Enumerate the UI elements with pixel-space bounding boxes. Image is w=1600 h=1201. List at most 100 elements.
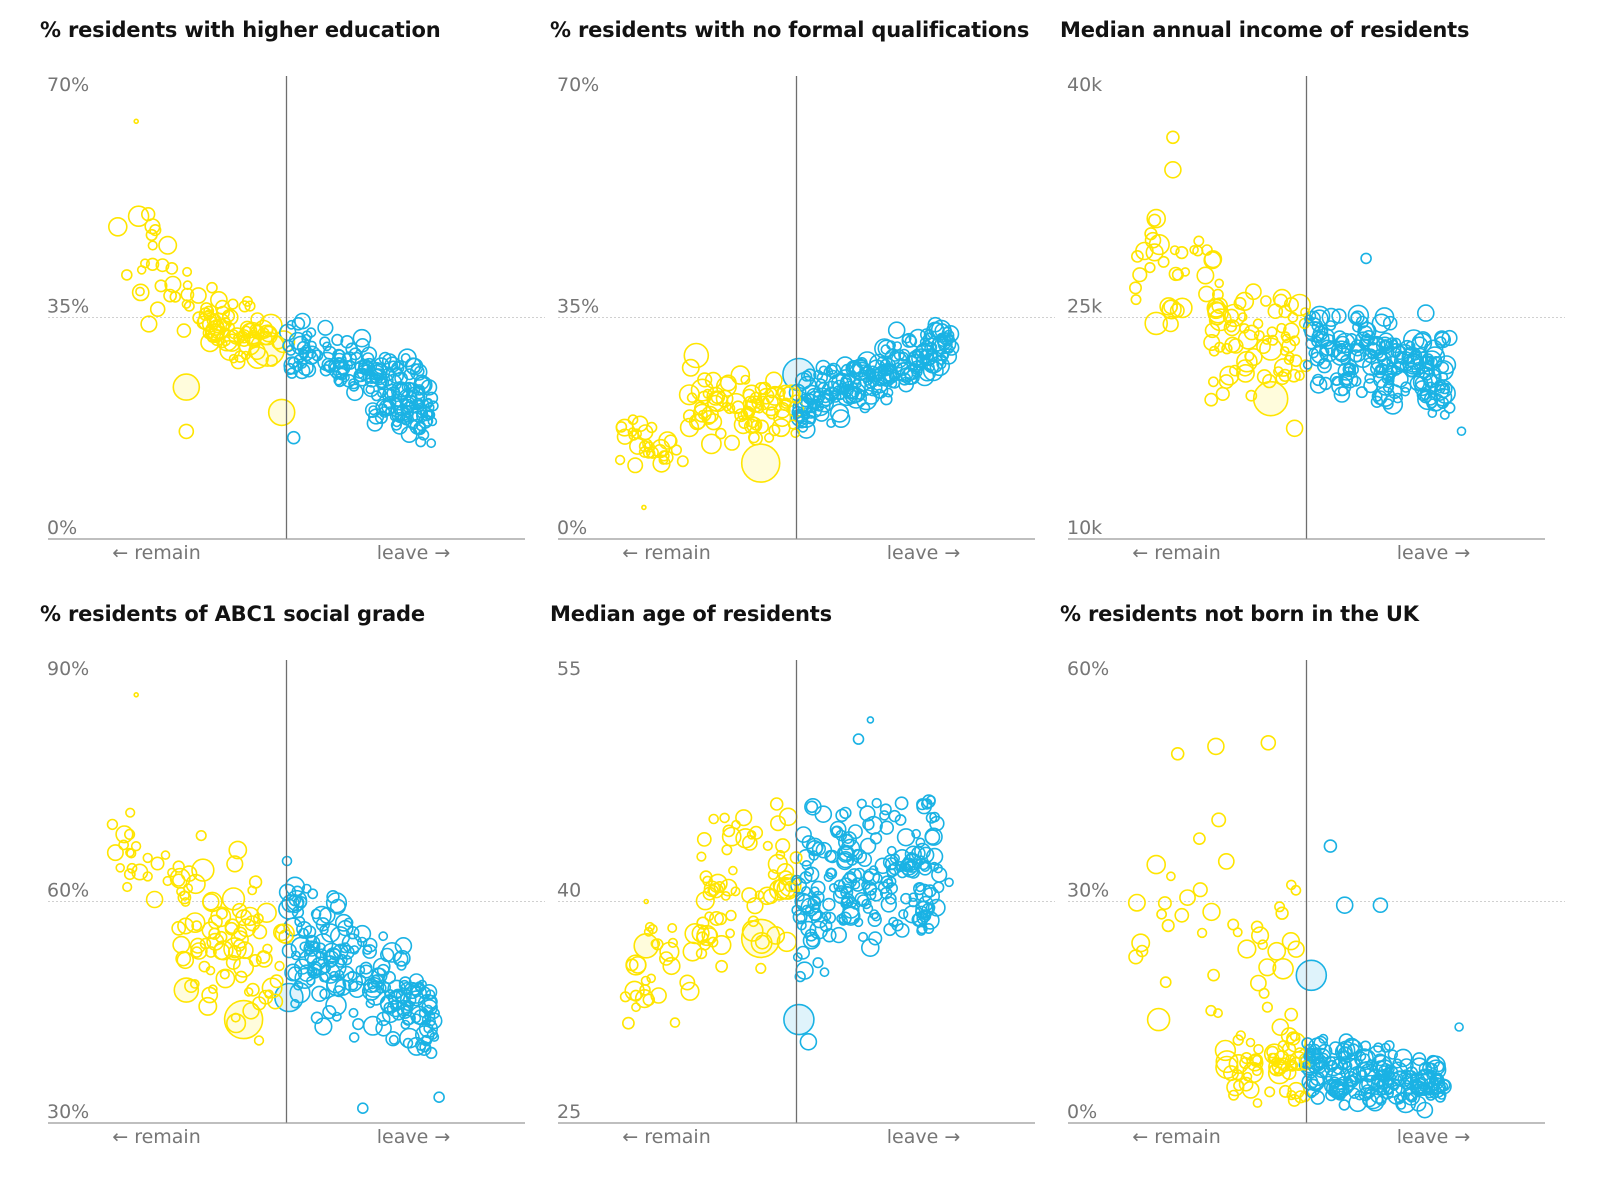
leave-area-point	[1328, 1041, 1343, 1056]
leave-area-point	[355, 974, 367, 986]
remain-area-point	[227, 298, 239, 310]
remain-area-point	[221, 309, 236, 323]
remain-area-point	[248, 953, 262, 967]
leave-area-point	[804, 393, 816, 404]
leave-area-point	[1426, 1069, 1437, 1081]
leave-area-point	[936, 359, 947, 370]
remain-area-point	[208, 927, 221, 940]
leave-area-point	[1364, 373, 1375, 384]
remain-area-point	[1233, 1080, 1245, 1092]
leave-area-point	[331, 333, 344, 347]
remain-area-point	[619, 991, 631, 1003]
leave-area-point	[362, 945, 373, 955]
leave-area-point	[842, 833, 854, 845]
remain-area-point	[1161, 919, 1175, 933]
leave-area-point	[1318, 1052, 1329, 1063]
remain-area-point	[1169, 245, 1180, 256]
leave-area-point	[1319, 346, 1330, 358]
remain-area-point	[274, 960, 285, 972]
leave-area-point	[884, 892, 897, 905]
leave-area-point	[940, 348, 958, 365]
remain-area-point	[125, 847, 135, 858]
leave-area-point	[1429, 1088, 1440, 1099]
remain-area-point	[1279, 346, 1290, 356]
leave-area-point	[1311, 373, 1325, 387]
leave-area-point	[348, 980, 359, 991]
remain-area-point	[762, 394, 779, 411]
leave-area-point	[797, 422, 809, 433]
remain-area-point	[118, 839, 129, 851]
panel-no-qualifications: % residents with no formal qualification…	[550, 0, 1060, 580]
remain-area-point	[1233, 296, 1247, 310]
remain-area-point	[790, 428, 801, 439]
leave-area-point	[866, 716, 875, 724]
y-tick-label: 35%	[557, 296, 599, 318]
leave-area-point	[1331, 375, 1342, 386]
remain-area-point	[1219, 365, 1240, 386]
leave-area-point	[915, 855, 926, 866]
panel-abc1-social-grade: % residents of ABC1 social grade 30% 60% 9…	[40, 584, 550, 1164]
leave-area-point	[319, 972, 329, 983]
remain-area-point	[1156, 908, 1167, 920]
remain-area-point	[645, 421, 658, 434]
remain-area-point	[1207, 301, 1226, 320]
remain-area-point	[165, 261, 179, 275]
leave-area-point	[1443, 401, 1456, 414]
leave-area-point	[1306, 1088, 1317, 1099]
remain-area-point	[1253, 1043, 1264, 1055]
remain-area-point	[205, 965, 216, 976]
remain-area-point	[189, 978, 200, 989]
remain-area-point	[223, 999, 264, 1040]
leave-area-point	[1345, 1081, 1355, 1092]
leave-area-point	[1347, 364, 1360, 376]
remain-area-point	[1144, 311, 1168, 336]
remain-area-point	[133, 118, 139, 125]
remain-area-point	[742, 388, 756, 402]
remain-area-point	[662, 956, 681, 976]
leave-area-point	[809, 886, 820, 896]
leave-area-point	[308, 940, 321, 953]
leave-area-point	[409, 363, 428, 381]
leave-area-point	[1424, 381, 1437, 394]
remain-area-point	[1253, 330, 1265, 341]
leave-area-point	[818, 365, 829, 376]
remain-area-point	[1132, 267, 1148, 283]
remain-area-point	[252, 996, 267, 1011]
remain-area-point	[1146, 1007, 1171, 1032]
y-tick-label: 70%	[47, 74, 89, 96]
remain-area-point	[765, 371, 783, 390]
remain-area-point	[1237, 939, 1257, 959]
remain-area-point	[172, 935, 191, 954]
leave-area-point	[925, 902, 936, 913]
remain-area-point	[133, 691, 139, 698]
leave-area-point	[1410, 1073, 1420, 1084]
leave-area-point	[1431, 366, 1441, 377]
remain-area-point	[700, 433, 722, 455]
leave-area-point	[1400, 386, 1411, 397]
remain-area-point	[784, 880, 797, 893]
leave-area-point	[919, 337, 930, 348]
leave-area-point	[1418, 367, 1431, 380]
y-tick-label: 0%	[47, 517, 77, 539]
leave-area-point	[1396, 1100, 1407, 1110]
leave-area-point	[385, 1031, 401, 1047]
leave-area-point	[1407, 1092, 1418, 1103]
leave-area-point	[796, 920, 807, 931]
leave-area-point	[837, 382, 849, 394]
remain-area-point	[1273, 366, 1284, 377]
leave-area-point	[1385, 372, 1395, 383]
leave-area-point	[392, 951, 409, 967]
leave-area-point	[866, 890, 877, 901]
leave-area-point	[402, 999, 414, 1012]
leave-area-point	[359, 964, 374, 979]
leave-area-point	[301, 883, 312, 894]
remain-area-point	[622, 1016, 635, 1030]
remain-area-point	[766, 925, 786, 945]
leave-area-point	[862, 818, 875, 831]
y-tick-label: 70%	[557, 74, 599, 96]
leave-direction-label: leave →	[887, 1126, 961, 1148]
leave-area-point	[918, 909, 932, 923]
remain-area-point	[625, 958, 639, 972]
panel-not-born-in-uk: % residents not born in the UK 0% 30% 60% ←…	[1060, 584, 1570, 1164]
remain-area-point	[721, 844, 733, 856]
